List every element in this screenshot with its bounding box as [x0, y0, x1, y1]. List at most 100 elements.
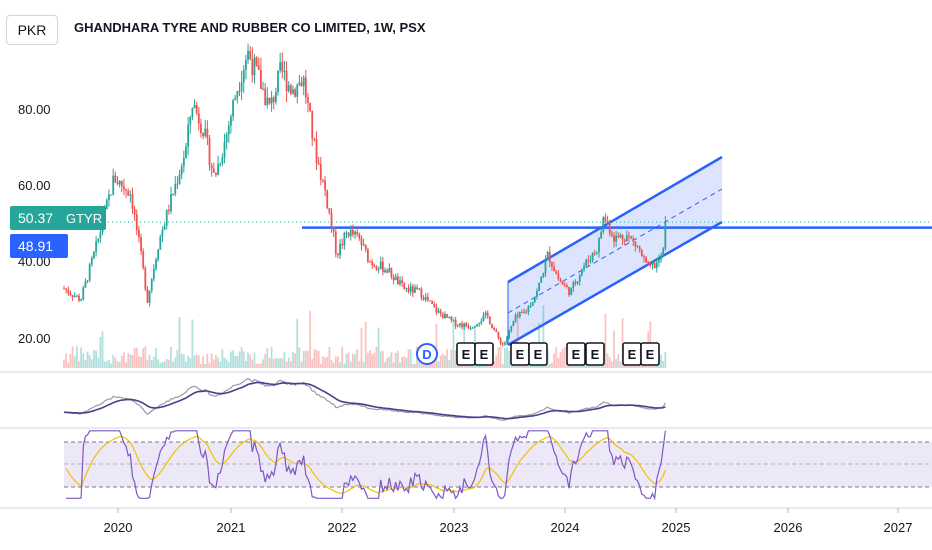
candle-body — [495, 330, 498, 333]
candle-body — [638, 246, 641, 251]
volume-bar — [189, 357, 192, 368]
volume-bar — [215, 355, 217, 368]
volume-bar — [140, 356, 142, 368]
candle-body — [381, 261, 384, 273]
volume-bar — [394, 353, 397, 368]
volume-bar — [332, 362, 335, 368]
candle-body — [67, 289, 70, 294]
parallel-channel[interactable] — [64, 155, 932, 347]
volume-bar — [561, 348, 564, 368]
candle-body — [525, 311, 528, 313]
volume-bar — [322, 356, 324, 368]
candle-body — [283, 70, 286, 72]
volume-bar — [501, 363, 504, 368]
volume-bar — [212, 359, 215, 368]
volume-bar — [65, 353, 68, 368]
candle-body — [658, 259, 660, 263]
volume-bar — [553, 353, 555, 368]
candle-body — [221, 157, 224, 164]
candle-body — [180, 166, 183, 175]
earnings-marker-label: E — [628, 347, 637, 362]
volume-bar — [497, 347, 500, 368]
candle-body — [191, 107, 194, 117]
candle-body — [407, 288, 410, 292]
candle-body — [206, 128, 209, 138]
candle-body — [557, 273, 560, 280]
candle-body — [441, 313, 444, 319]
volume-bar — [309, 310, 312, 368]
candle-body — [454, 319, 457, 327]
candle-body — [548, 251, 551, 263]
volume-bar — [287, 357, 290, 368]
candle-body — [343, 232, 346, 246]
candle-body — [234, 97, 237, 101]
volume-bar — [452, 316, 455, 368]
candle-body — [197, 113, 200, 124]
candle-body — [159, 236, 162, 250]
volume-bar — [613, 330, 615, 368]
volume-bar — [606, 353, 609, 368]
candle-body — [503, 342, 506, 345]
candle-body — [99, 232, 102, 239]
volume-bar — [285, 361, 288, 368]
candle-body — [570, 287, 573, 296]
volume-bar — [444, 355, 446, 368]
candle-body — [377, 268, 380, 270]
volume-bar — [508, 350, 511, 368]
candle-body — [452, 319, 455, 321]
candle-body — [373, 265, 376, 267]
volume-bar — [302, 351, 305, 368]
volume-bar — [548, 363, 551, 368]
candle-body — [150, 278, 153, 291]
volume-bar — [405, 357, 408, 368]
candle-body — [75, 295, 78, 297]
candle-body — [354, 231, 356, 235]
candle-body — [510, 325, 513, 331]
candle-body — [437, 310, 440, 313]
candle-body — [309, 102, 312, 111]
candle-body — [257, 65, 260, 70]
volume-bar — [236, 356, 239, 368]
volume-bar — [324, 357, 326, 368]
candle-body — [473, 326, 476, 328]
candle-body — [289, 85, 292, 94]
candle-body — [523, 311, 526, 313]
volume-bar — [225, 359, 228, 368]
volume-bar — [304, 350, 307, 368]
volume-bar — [118, 362, 121, 368]
x-tick-label: 2026 — [774, 520, 803, 535]
candle-body — [566, 285, 568, 287]
earnings-marker — [528, 342, 548, 366]
volume-bar — [396, 350, 399, 368]
volume-bar — [563, 346, 566, 368]
candle-body — [399, 280, 401, 285]
volume-bar — [572, 363, 575, 368]
volume-bar — [193, 355, 196, 368]
candle-body — [538, 282, 540, 292]
candle-body — [649, 264, 652, 266]
candle-body — [379, 261, 382, 269]
candle-body — [662, 248, 665, 257]
volume-bar — [414, 363, 416, 368]
volume-bar — [99, 337, 102, 368]
candle-body — [572, 282, 575, 288]
volume-bar — [289, 360, 292, 368]
candle-body — [491, 324, 493, 328]
candle-body — [328, 207, 331, 213]
currency-button[interactable]: PKR — [6, 15, 58, 45]
volume-bar — [172, 361, 175, 368]
candle-body — [341, 243, 344, 246]
candle-body — [298, 82, 301, 85]
channel-upper-line — [507, 155, 723, 284]
candle-body — [617, 235, 620, 238]
candle-body — [236, 91, 239, 98]
candle-body — [484, 312, 487, 316]
candle-body — [82, 287, 85, 300]
candle-body — [148, 290, 151, 303]
volume-bar — [399, 362, 401, 368]
volume-bar — [131, 355, 134, 368]
candle-body — [630, 236, 633, 239]
candle-body — [619, 235, 622, 238]
